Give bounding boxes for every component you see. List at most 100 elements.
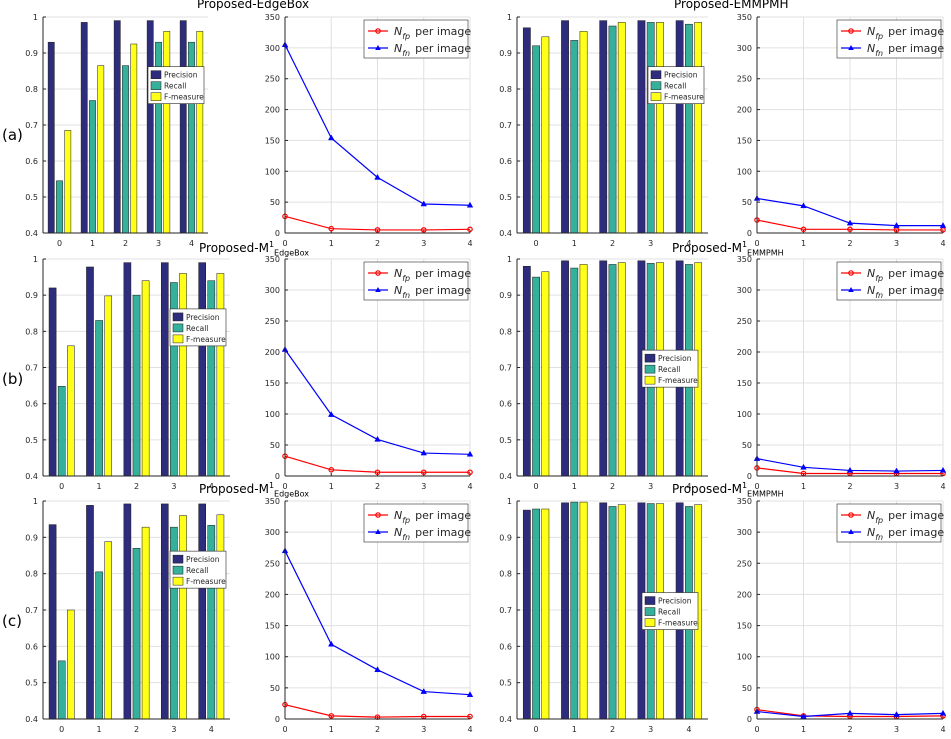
point-nfp [374,469,381,476]
x-tick-label: 2 [610,482,615,491]
legend-box [836,261,942,301]
line-series-0 [756,467,943,475]
legend-label: Nfn per image [394,284,471,300]
bar-f-measure-1 [579,31,588,234]
x-tick-label: 3 [421,482,426,491]
legend-marker [848,28,854,34]
legend-label: Nfp per image [394,509,471,525]
y-tick-label: 250 [265,559,280,568]
bar-precision-0 [522,509,531,720]
bar-precision-2 [123,262,132,477]
legend: Precision Recall F-measure [641,349,699,388]
y-tick-label: 0 [275,472,280,481]
y-tick-label: 100 [737,653,752,662]
point-nfn [328,411,335,417]
x-tick-label: 0 [754,725,759,734]
legend-label: Recall [164,82,186,91]
line-series-0 [756,219,943,231]
legend-box [363,19,469,59]
y-tick-label: 350 [737,255,752,264]
y-tick-label: 300 [265,286,280,295]
bar-precision-3 [160,503,169,720]
legend-swatch [172,312,184,322]
bar-f-measure-2 [617,262,626,477]
bar-precision-4 [198,262,206,477]
point-nfn [800,202,807,209]
panel-b-bar: 0.4 0.5 0.6 0.7 0.8 0.9 1 0 1 2 3 4 Precision Recall F… [25,255,230,491]
point-nfn [420,200,427,207]
y-tick-label: 50 [270,684,280,693]
point-nfn [466,201,474,208]
x-tick-label: 2 [123,239,128,248]
x-tick-label: 1 [90,239,95,248]
legend-swatch [172,554,184,564]
y-tick-label: 200 [265,590,280,599]
bar-precision-1 [561,502,569,720]
title-base: Proposed-M [199,482,269,496]
y-tick-label: 50 [270,198,280,207]
title-text: Proposed-EdgeBox [197,0,310,11]
x-tick-label: 1 [97,482,102,491]
bar-recall-0 [57,386,66,477]
legend-label: Precision [164,71,198,80]
y-tick-label: 200 [265,348,280,357]
point-nfn [328,134,335,141]
legend-marker [375,28,381,34]
y-tick-label: 300 [265,44,280,53]
x-tick-label: 4 [686,239,691,248]
legend-swatch [172,323,184,333]
bar-f-measure-4 [196,31,204,234]
legend-swatch [650,70,662,79]
bar-recall-1 [570,267,579,477]
title-sub: EdgeBox [274,489,310,499]
y-tick-label: 0.7 [499,606,512,615]
bar-recall-1 [95,320,103,477]
bar-recall-1 [95,571,103,720]
bar-f-measure-3 [656,22,664,234]
y-tick-label: 0.9 [499,49,512,58]
x-tick-label: 1 [572,239,577,248]
x-tick-label: 1 [801,725,806,734]
bar-recall-2 [122,65,129,234]
x-tick-label: 4 [686,482,691,491]
y-tick-label: 50 [742,684,752,693]
y-tick-label: 0.8 [25,570,38,579]
legend-label: F-measure [658,619,698,628]
y-tick-label: 50 [742,198,752,207]
line-series-0 [284,455,470,473]
legend-label: Precision [186,555,220,564]
y-tick-label: 0.7 [499,121,512,130]
x-tick-label: 0 [282,482,287,491]
point-nfn [420,688,427,694]
bar-f-measure-2 [141,526,150,720]
bar-precision-2 [599,502,608,720]
point-nfp [374,227,381,233]
y-tick-label: 300 [737,286,752,295]
legend-label: F-measure [186,577,226,586]
x-tick-label: 1 [572,482,577,491]
x-tick-label: 1 [801,482,806,491]
bar-precision-3 [146,20,154,234]
y-tick-label: 350 [737,497,752,506]
x-tick-label: 0 [282,725,287,734]
x-tick-label: 0 [754,482,759,491]
x-tick-label: 2 [375,482,380,491]
bar-precision-0 [47,41,55,234]
y-tick-label: 300 [265,528,280,537]
legend-label: Precision [658,354,692,363]
x-tick-label: 2 [610,725,615,734]
title-row-b-right: Proposed-M1EMMPMH [672,240,784,257]
y-tick-label: 100 [265,167,280,176]
panel-b-bar2: 0.4 0.5 0.6 0.7 0.8 0.9 1 0 1 2 3 4 Precision Recall F… [499,255,708,491]
legend-marker [848,529,854,534]
y-tick-label: 150 [737,379,752,388]
point-nfp [467,469,473,476]
y-tick-label: 150 [737,622,752,631]
x-tick-label: 4 [940,482,945,491]
title-sup: 1 [741,240,748,249]
legend: Precision Recall F-measure [169,308,227,347]
x-tick-label: 4 [467,482,472,491]
x-tick-label: 2 [847,482,852,491]
